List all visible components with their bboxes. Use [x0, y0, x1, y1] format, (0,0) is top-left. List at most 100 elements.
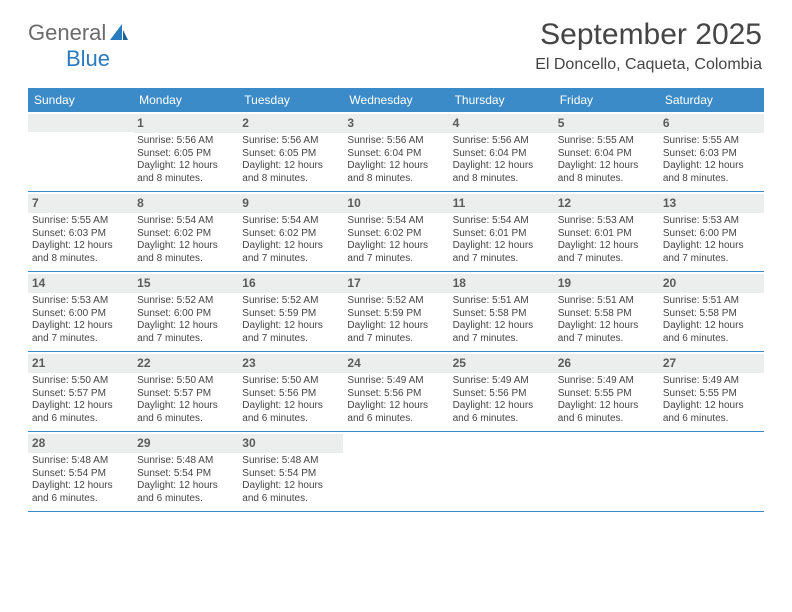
daylight-text: Daylight: 12 hours and 6 minutes.	[453, 400, 550, 425]
sunrise-text: Sunrise: 5:49 AM	[347, 375, 444, 388]
calendar-week: 1Sunrise: 5:56 AMSunset: 6:05 PMDaylight…	[28, 112, 764, 192]
sunrise-text: Sunrise: 5:53 AM	[558, 215, 655, 228]
calendar-day-cell: 17Sunrise: 5:52 AMSunset: 5:59 PMDayligh…	[343, 272, 448, 351]
daylight-text: Daylight: 12 hours and 7 minutes.	[558, 320, 655, 345]
day-number: 7	[28, 194, 133, 213]
daylight-text: Daylight: 12 hours and 8 minutes.	[242, 160, 339, 185]
sunrise-text: Sunrise: 5:48 AM	[242, 455, 339, 468]
sunset-text: Sunset: 5:58 PM	[453, 308, 550, 321]
daylight-text: Daylight: 12 hours and 7 minutes.	[32, 320, 129, 345]
day-number: 2	[238, 114, 343, 133]
calendar-day-cell: 6Sunrise: 5:55 AMSunset: 6:03 PMDaylight…	[659, 112, 764, 191]
sunrise-text: Sunrise: 5:54 AM	[453, 215, 550, 228]
daylight-text: Daylight: 12 hours and 7 minutes.	[347, 320, 444, 345]
sunrise-text: Sunrise: 5:49 AM	[453, 375, 550, 388]
sunset-text: Sunset: 5:55 PM	[663, 388, 760, 401]
calendar-day-cell: 18Sunrise: 5:51 AMSunset: 5:58 PMDayligh…	[449, 272, 554, 351]
sunrise-text: Sunrise: 5:56 AM	[347, 135, 444, 148]
day-number: 5	[554, 114, 659, 133]
sunset-text: Sunset: 5:54 PM	[32, 468, 129, 481]
day-number: 26	[554, 354, 659, 373]
sunset-text: Sunset: 5:58 PM	[558, 308, 655, 321]
sunrise-text: Sunrise: 5:48 AM	[32, 455, 129, 468]
calendar-day-cell: 29Sunrise: 5:48 AMSunset: 5:54 PMDayligh…	[133, 432, 238, 511]
weekday-label: Tuesday	[238, 88, 343, 112]
weekday-label: Saturday	[659, 88, 764, 112]
daylight-text: Daylight: 12 hours and 7 minutes.	[347, 240, 444, 265]
calendar-day-cell	[343, 432, 448, 511]
sunset-text: Sunset: 6:02 PM	[137, 228, 234, 241]
day-number: 24	[343, 354, 448, 373]
calendar-day-cell: 15Sunrise: 5:52 AMSunset: 6:00 PMDayligh…	[133, 272, 238, 351]
sunrise-text: Sunrise: 5:51 AM	[558, 295, 655, 308]
day-number: 1	[133, 114, 238, 133]
daylight-text: Daylight: 12 hours and 6 minutes.	[137, 480, 234, 505]
sunset-text: Sunset: 6:02 PM	[242, 228, 339, 241]
day-number: 12	[554, 194, 659, 213]
weekday-label: Sunday	[28, 88, 133, 112]
calendar-day-cell: 20Sunrise: 5:51 AMSunset: 5:58 PMDayligh…	[659, 272, 764, 351]
daylight-text: Daylight: 12 hours and 7 minutes.	[453, 240, 550, 265]
sunrise-text: Sunrise: 5:50 AM	[242, 375, 339, 388]
calendar-day-cell	[659, 432, 764, 511]
daylight-text: Daylight: 12 hours and 7 minutes.	[242, 240, 339, 265]
day-number: 3	[343, 114, 448, 133]
calendar-day-cell: 26Sunrise: 5:49 AMSunset: 5:55 PMDayligh…	[554, 352, 659, 431]
sunset-text: Sunset: 6:03 PM	[32, 228, 129, 241]
calendar-day-cell: 21Sunrise: 5:50 AMSunset: 5:57 PMDayligh…	[28, 352, 133, 431]
sunset-text: Sunset: 5:57 PM	[32, 388, 129, 401]
day-number: 23	[238, 354, 343, 373]
day-number: 9	[238, 194, 343, 213]
daylight-text: Daylight: 12 hours and 8 minutes.	[347, 160, 444, 185]
calendar-day-cell: 22Sunrise: 5:50 AMSunset: 5:57 PMDayligh…	[133, 352, 238, 431]
sunset-text: Sunset: 5:55 PM	[558, 388, 655, 401]
sunset-text: Sunset: 6:01 PM	[558, 228, 655, 241]
sunset-text: Sunset: 5:57 PM	[137, 388, 234, 401]
weekday-label: Thursday	[449, 88, 554, 112]
sunrise-text: Sunrise: 5:49 AM	[663, 375, 760, 388]
calendar-day-cell	[449, 432, 554, 511]
day-number: 28	[28, 434, 133, 453]
page-title: September 2025	[535, 18, 762, 52]
sunset-text: Sunset: 5:54 PM	[242, 468, 339, 481]
daylight-text: Daylight: 12 hours and 7 minutes.	[453, 320, 550, 345]
sunrise-text: Sunrise: 5:54 AM	[347, 215, 444, 228]
weekday-label: Friday	[554, 88, 659, 112]
sunset-text: Sunset: 5:56 PM	[242, 388, 339, 401]
calendar-day-cell: 10Sunrise: 5:54 AMSunset: 6:02 PMDayligh…	[343, 192, 448, 271]
daylight-text: Daylight: 12 hours and 6 minutes.	[32, 480, 129, 505]
weekday-label: Wednesday	[343, 88, 448, 112]
page-header: September 2025 El Doncello, Caqueta, Col…	[535, 18, 762, 74]
sunrise-text: Sunrise: 5:52 AM	[242, 295, 339, 308]
day-number: 13	[659, 194, 764, 213]
calendar-day-cell: 23Sunrise: 5:50 AMSunset: 5:56 PMDayligh…	[238, 352, 343, 431]
calendar-day-cell: 14Sunrise: 5:53 AMSunset: 6:00 PMDayligh…	[28, 272, 133, 351]
brand-text-2: Blue	[66, 46, 110, 71]
day-number: 21	[28, 354, 133, 373]
sunset-text: Sunset: 6:00 PM	[663, 228, 760, 241]
calendar-day-cell: 16Sunrise: 5:52 AMSunset: 5:59 PMDayligh…	[238, 272, 343, 351]
sunrise-text: Sunrise: 5:50 AM	[32, 375, 129, 388]
daylight-text: Daylight: 12 hours and 8 minutes.	[137, 240, 234, 265]
daylight-text: Daylight: 12 hours and 7 minutes.	[558, 240, 655, 265]
sunset-text: Sunset: 6:04 PM	[558, 148, 655, 161]
sunset-text: Sunset: 5:59 PM	[242, 308, 339, 321]
calendar-day-cell: 2Sunrise: 5:56 AMSunset: 6:05 PMDaylight…	[238, 112, 343, 191]
calendar-day-cell: 13Sunrise: 5:53 AMSunset: 6:00 PMDayligh…	[659, 192, 764, 271]
day-number: 8	[133, 194, 238, 213]
brand-logo: General Blue	[28, 20, 130, 72]
day-number: 14	[28, 274, 133, 293]
daylight-text: Daylight: 12 hours and 8 minutes.	[32, 240, 129, 265]
sunrise-text: Sunrise: 5:53 AM	[663, 215, 760, 228]
day-number: 4	[449, 114, 554, 133]
sunrise-text: Sunrise: 5:56 AM	[453, 135, 550, 148]
day-number: 29	[133, 434, 238, 453]
daylight-text: Daylight: 12 hours and 6 minutes.	[242, 480, 339, 505]
daylight-text: Daylight: 12 hours and 8 minutes.	[558, 160, 655, 185]
sunset-text: Sunset: 6:02 PM	[347, 228, 444, 241]
sunset-text: Sunset: 5:58 PM	[663, 308, 760, 321]
sunrise-text: Sunrise: 5:56 AM	[242, 135, 339, 148]
calendar-day-cell: 30Sunrise: 5:48 AMSunset: 5:54 PMDayligh…	[238, 432, 343, 511]
calendar-week: 14Sunrise: 5:53 AMSunset: 6:00 PMDayligh…	[28, 272, 764, 352]
sunset-text: Sunset: 5:56 PM	[347, 388, 444, 401]
